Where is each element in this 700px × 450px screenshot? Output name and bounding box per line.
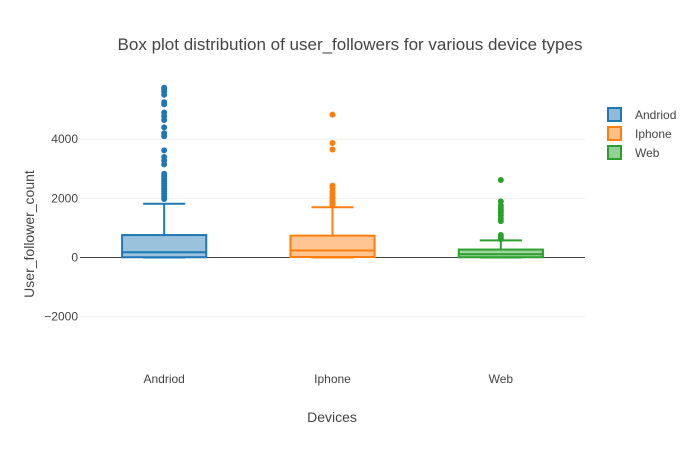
legend-label: Andriod <box>635 108 676 122</box>
outlier-point <box>497 198 504 205</box>
outlier-point <box>161 99 168 106</box>
legend-swatch <box>607 107 622 122</box>
outlier-point <box>497 232 504 239</box>
outlier-point <box>161 170 168 177</box>
legend-item-andriod[interactable]: Andriod <box>607 107 676 122</box>
y-axis-title: User_follower_count <box>21 170 37 298</box>
y-tick-label: 2000 <box>51 191 78 205</box>
x-tick-label: Iphone <box>314 372 351 386</box>
outlier-point <box>161 130 168 137</box>
outlier-point <box>161 84 168 91</box>
legend-label: Iphone <box>635 127 672 141</box>
y-tick-label: 4000 <box>51 132 78 146</box>
legend-item-iphone[interactable]: Iphone <box>607 126 672 141</box>
legend-label: Web <box>635 146 660 160</box>
y-tick-labels: −2000 0 2000 4000 <box>44 132 78 324</box>
outlier-point <box>329 182 336 189</box>
box-traces <box>121 84 544 259</box>
y-tick-label: 0 <box>71 251 78 265</box>
outlier-point <box>329 146 336 153</box>
box-iqr <box>289 234 376 258</box>
y-tick-label: −2000 <box>44 310 78 324</box>
chart-title: Box plot distribution of user_followers … <box>118 35 583 54</box>
outlier-point <box>497 202 504 209</box>
legend[interactable]: Andriod Iphone Web <box>607 107 676 160</box>
x-tick-labels: Andriod Iphone Web <box>143 372 513 386</box>
legend-swatch <box>607 126 622 141</box>
outlier-point <box>161 147 168 154</box>
outlier-point <box>161 153 168 160</box>
x-tick-label: Web <box>489 372 514 386</box>
box-trace-web[interactable] <box>457 177 544 259</box>
x-axis-title: Devices <box>307 409 357 425</box>
outlier-point <box>161 124 168 131</box>
outlier-point <box>329 140 336 147</box>
legend-item-web[interactable]: Web <box>607 145 660 160</box>
box-trace-andriod[interactable] <box>121 84 208 259</box>
box-trace-iphone[interactable] <box>289 111 376 259</box>
outlier-point <box>329 111 336 118</box>
outlier-point <box>161 109 168 116</box>
x-tick-label: Andriod <box>143 372 184 386</box>
legend-swatch <box>607 145 622 160</box>
box-iqr <box>121 234 208 259</box>
outlier-point <box>497 177 504 184</box>
